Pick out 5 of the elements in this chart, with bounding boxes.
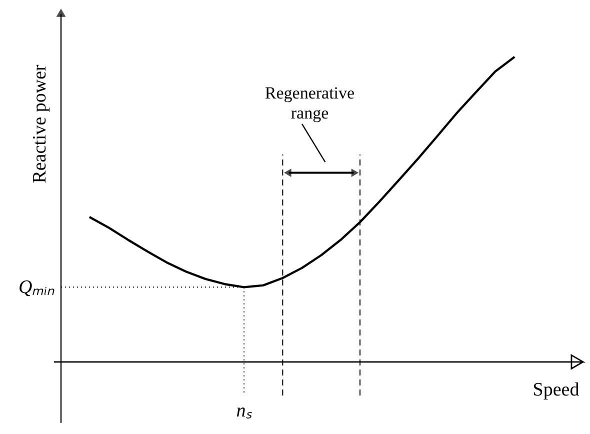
text: Qₘᵢₙ bbox=[18, 277, 56, 298]
y-axis-title: Reactive power bbox=[30, 64, 51, 184]
annotation: Regenerative range bbox=[264, 83, 355, 122]
text: nₛ bbox=[236, 400, 253, 422]
x-axis-title: Speed bbox=[532, 379, 580, 400]
